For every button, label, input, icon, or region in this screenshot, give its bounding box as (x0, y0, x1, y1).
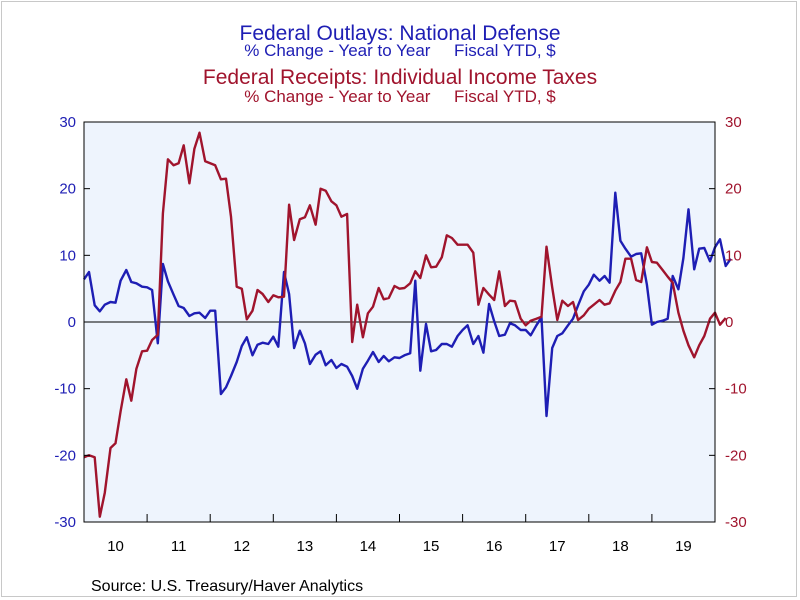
x-tick-label: 18 (612, 538, 629, 555)
y-tick-label-right: -10 (725, 381, 747, 398)
series2-title: Federal Receipts: Individual Income Taxe… (202, 66, 598, 89)
y-tick-label-left: 20 (59, 181, 76, 198)
x-tick-label: 12 (233, 538, 250, 555)
series2-subtitle: % Change - Year to Year Fiscal YTD, $ (244, 87, 556, 106)
x-tick-label: 10 (107, 538, 124, 555)
y-tick-label-right: 30 (725, 114, 742, 131)
y-tick-label-right: -20 (725, 447, 747, 464)
x-tick-label: 15 (423, 538, 440, 555)
y-tick-label-left: -30 (54, 514, 76, 531)
series-line-defense-outlays (83, 191, 732, 418)
x-tick-label: 13 (297, 538, 314, 555)
y-tick-label-left: -20 (54, 447, 76, 464)
series-line-income-tax-receipts (83, 131, 727, 518)
series1-title: Federal Outlays: National Defense (239, 22, 561, 45)
series1-subtitle: % Change - Year to Year Fiscal YTD, $ (244, 41, 556, 60)
y-tick-label-right: 10 (725, 247, 742, 264)
y-tick-label-left: 10 (59, 247, 76, 264)
y-tick-label-right: -30 (725, 514, 747, 531)
x-tick-label: 17 (549, 538, 566, 555)
x-tick-label: 19 (675, 538, 692, 555)
y-tick-label-left: -10 (54, 381, 76, 398)
y-tick-label-right: 20 (725, 181, 742, 198)
x-tick-label: 16 (486, 538, 503, 555)
x-tick-label: 11 (171, 538, 187, 555)
y-tick-label-left: 0 (68, 314, 76, 331)
y-tick-label-right: 0 (725, 314, 733, 331)
x-tick-label: 14 (360, 538, 377, 555)
y-tick-label-left: 30 (59, 114, 76, 131)
source-note: Source: U.S. Treasury/Haver Analytics (91, 578, 364, 595)
